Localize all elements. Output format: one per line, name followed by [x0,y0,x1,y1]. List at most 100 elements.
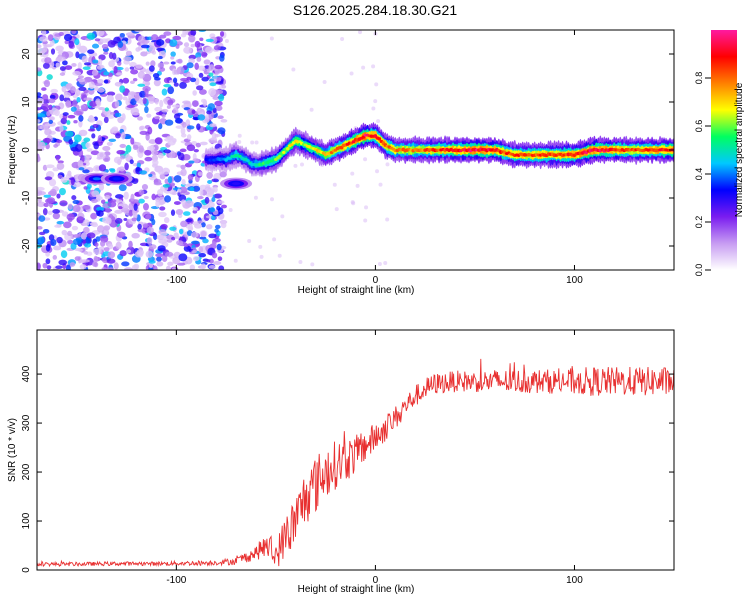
noise-mark [350,171,355,176]
noise-mark [206,224,213,230]
spectrogram-y-tick-label: -10 [21,190,32,205]
noise-mark [116,231,126,238]
noise-mark [58,31,64,36]
noise-mark [95,98,101,106]
noise-mark [103,116,109,124]
noise-mark [43,44,48,53]
noise-mark [79,264,87,270]
noise-mark [57,56,66,62]
noise-mark [212,96,220,101]
noise-mark [175,209,184,215]
noise-mark [216,205,221,211]
noise-mark [55,62,61,68]
noise-mark [180,133,187,138]
noise-mark [217,256,223,262]
noise-mark [70,106,77,112]
noise-mark [150,34,159,42]
noise-mark [131,232,140,239]
noise-mark [280,214,285,219]
noise-mark [125,249,132,254]
noise-mark [211,196,216,203]
noise-mark [37,92,42,97]
noise-mark [83,226,90,234]
ridge-mark [286,146,290,151]
noise-mark [46,111,51,117]
noise-mark [179,81,187,89]
noise-mark [39,36,48,42]
noise-mark [197,220,203,224]
noise-mark [206,110,212,115]
noise-mark [56,139,63,144]
noise-mark [184,200,194,208]
snr-y-tick-label: 0 [21,567,32,573]
noise-mark [114,112,122,118]
noise-mark [83,186,88,190]
snr-x-tick-label: -100 [166,575,186,586]
noise-mark [272,237,277,242]
noise-mark [176,240,184,246]
noise-mark [213,45,221,51]
noise-mark [211,178,219,183]
noise-mark [117,41,124,48]
noise-mark [70,86,76,94]
noise-mark [72,99,78,108]
snr-y-tick-label: 400 [21,365,32,382]
noise-mark [115,93,123,101]
noise-mark [192,100,199,108]
noise-mark [82,219,90,227]
noise-mark [197,171,203,177]
noise-mark [72,205,81,213]
noise-mark [155,111,164,116]
noise-mark [48,178,57,187]
spectrogram-y-tick-label: 0 [21,147,32,153]
noise-mark [194,40,201,48]
noise-mark [186,125,195,130]
noise-mark [45,258,51,265]
noise-mark [64,130,74,138]
noise-mark [213,261,222,265]
noise-mark [55,265,63,270]
noise-mark [106,114,115,119]
colorbar: 0.0 0.2 0.4 0.6 0.8 Normalized spectral ampl… [694,30,745,276]
colorbar-ticks: 0.0 0.2 0.4 0.6 0.8 [694,72,711,276]
ridge-mark [278,154,282,158]
noise-mark [115,133,121,139]
noise-mark [183,42,190,48]
noise-mark [167,99,174,106]
noise-mark [114,199,123,203]
noise-mark [340,37,345,42]
noise-mark [199,141,208,146]
noise-mark [153,78,161,87]
noise-mark [74,38,80,46]
noise-mark [135,64,143,69]
noise-mark [129,91,137,96]
noise-mark [83,250,88,255]
noise-mark [47,210,53,216]
noise-mark [73,120,78,124]
noise-mark [363,218,368,223]
noise-mark [91,69,99,76]
colorbar-tick-label: 0.2 [694,216,704,229]
noise-mark [71,225,79,231]
noise-mark [148,65,155,72]
noise-mark [100,240,106,247]
noise-mark [89,222,95,226]
noise-mark [157,245,166,252]
noise-mark [125,144,132,153]
noise-mark [118,166,125,172]
noise-mark [114,81,123,87]
ridge-mark [228,156,232,160]
spectrogram-y-tick-label: -20 [21,238,32,253]
noise-mark [67,230,73,236]
noise-mark [37,154,40,162]
noise-mark [107,40,116,48]
noise-mark [50,88,59,94]
noise-mark [106,258,116,264]
noise-mark [200,98,207,103]
noise-mark [377,262,382,267]
noise-mark [50,48,56,55]
noise-mark [157,62,165,69]
noise-mark [130,193,135,202]
noise-mark [71,195,77,201]
noise-mark [148,173,153,177]
